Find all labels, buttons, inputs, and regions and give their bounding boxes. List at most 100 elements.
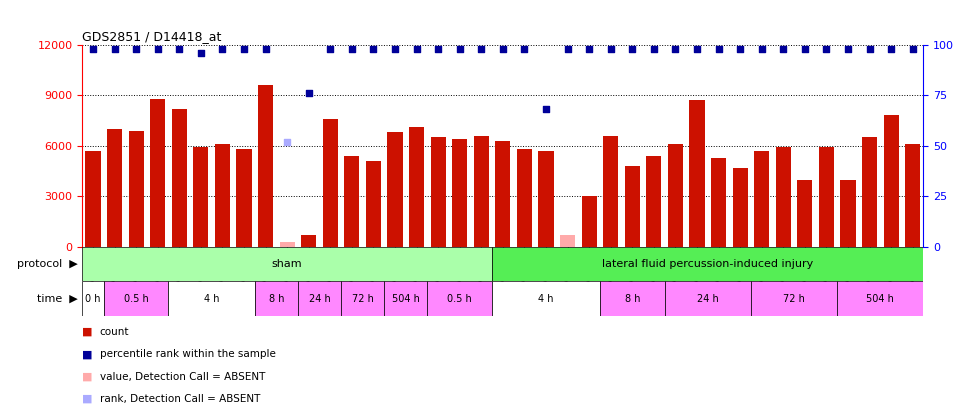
Bar — [453, 139, 467, 247]
Bar — [474, 136, 489, 247]
Point — [905, 45, 921, 52]
Bar — [427, 281, 492, 316]
Bar — [751, 281, 837, 316]
Point — [171, 45, 187, 52]
Bar — [733, 168, 747, 247]
Text: ■: ■ — [82, 372, 93, 382]
Text: 72 h: 72 h — [783, 294, 805, 304]
Point — [797, 45, 812, 52]
Point — [516, 45, 532, 52]
Point — [884, 45, 899, 52]
Point — [732, 45, 747, 52]
Bar — [409, 127, 425, 247]
Bar — [344, 156, 360, 247]
Bar — [258, 85, 273, 247]
Text: 504 h: 504 h — [866, 294, 894, 304]
Bar — [168, 281, 254, 316]
Point — [301, 90, 316, 96]
Point — [689, 45, 705, 52]
Bar — [668, 144, 683, 247]
Point — [862, 45, 877, 52]
Bar — [495, 141, 511, 247]
Bar — [560, 235, 575, 247]
Bar — [711, 158, 726, 247]
Bar — [625, 166, 640, 247]
Point — [560, 45, 575, 52]
Bar — [797, 179, 812, 247]
Bar — [298, 281, 341, 316]
Bar — [82, 247, 492, 281]
Bar — [323, 119, 337, 247]
Point — [495, 45, 511, 52]
Bar — [215, 144, 230, 247]
Bar — [884, 115, 898, 247]
Bar — [107, 129, 122, 247]
Point — [776, 45, 791, 52]
Point — [539, 106, 554, 113]
Point — [150, 45, 165, 52]
Point — [625, 45, 640, 52]
Point — [323, 45, 338, 52]
Bar — [492, 281, 600, 316]
Text: time  ▶: time ▶ — [37, 294, 77, 304]
Point — [603, 45, 619, 52]
Bar — [301, 235, 316, 247]
Bar — [776, 147, 791, 247]
Bar — [905, 144, 921, 247]
Bar — [366, 161, 381, 247]
Point — [193, 49, 209, 56]
Text: protocol  ▶: protocol ▶ — [16, 259, 77, 269]
Bar — [664, 281, 751, 316]
Bar — [840, 179, 856, 247]
Bar — [237, 149, 251, 247]
Text: ■: ■ — [82, 394, 93, 404]
Text: 72 h: 72 h — [352, 294, 373, 304]
Point — [258, 45, 274, 52]
Bar — [603, 136, 618, 247]
Text: value, Detection Call = ABSENT: value, Detection Call = ABSENT — [100, 372, 265, 382]
Point — [819, 45, 835, 52]
Bar — [819, 147, 834, 247]
Text: 8 h: 8 h — [625, 294, 640, 304]
Bar — [129, 130, 144, 247]
Bar — [150, 98, 165, 247]
Text: 0 h: 0 h — [85, 294, 101, 304]
Text: 4 h: 4 h — [204, 294, 220, 304]
Text: sham: sham — [272, 259, 303, 269]
Point — [840, 45, 856, 52]
Point — [667, 45, 683, 52]
Bar — [837, 281, 923, 316]
Text: count: count — [100, 327, 130, 337]
Bar — [193, 147, 209, 247]
Text: 8 h: 8 h — [269, 294, 284, 304]
Bar — [172, 109, 187, 247]
Bar — [384, 281, 427, 316]
Text: 24 h: 24 h — [697, 294, 718, 304]
Text: lateral fluid percussion-induced injury: lateral fluid percussion-induced injury — [602, 259, 813, 269]
Bar — [600, 281, 664, 316]
Point — [754, 45, 770, 52]
Bar — [279, 242, 295, 247]
Text: percentile rank within the sample: percentile rank within the sample — [100, 350, 276, 359]
Bar — [862, 137, 877, 247]
Text: ■: ■ — [82, 350, 93, 359]
Text: rank, Detection Call = ABSENT: rank, Detection Call = ABSENT — [100, 394, 260, 404]
Point — [409, 45, 425, 52]
Point — [452, 45, 467, 52]
Point — [711, 45, 726, 52]
Text: 24 h: 24 h — [308, 294, 331, 304]
Bar — [492, 247, 923, 281]
Point — [85, 45, 101, 52]
Bar — [516, 149, 532, 247]
Bar — [85, 151, 101, 247]
Bar — [254, 281, 298, 316]
Bar — [103, 281, 168, 316]
Bar — [388, 132, 402, 247]
Bar — [341, 281, 384, 316]
Text: GDS2851 / D14418_at: GDS2851 / D14418_at — [82, 30, 221, 43]
Point — [279, 139, 295, 145]
Bar — [430, 137, 446, 247]
Point — [106, 45, 122, 52]
Point — [129, 45, 144, 52]
Bar — [539, 151, 553, 247]
